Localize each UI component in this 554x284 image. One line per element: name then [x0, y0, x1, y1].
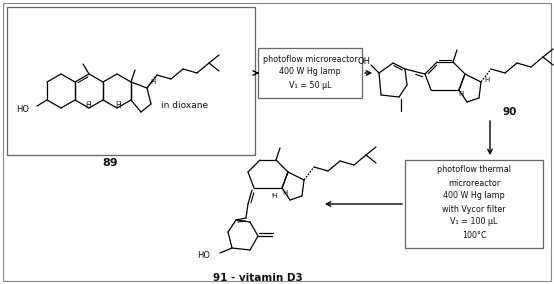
- Bar: [258, 48, 362, 98]
- Bar: [7, 7, 255, 155]
- Text: 90: 90: [503, 107, 517, 117]
- Text: 89: 89: [102, 158, 118, 168]
- Text: H: H: [283, 190, 288, 196]
- Text: in dioxane: in dioxane: [161, 101, 208, 110]
- Text: HO: HO: [16, 105, 29, 114]
- Text: Ḧ: Ḧ: [85, 101, 91, 110]
- Text: photoflow thermal: photoflow thermal: [437, 166, 511, 174]
- Text: H: H: [458, 91, 464, 97]
- Text: 400 W Hg lamp: 400 W Hg lamp: [443, 191, 505, 201]
- Text: 100°C: 100°C: [461, 231, 486, 239]
- Text: OH: OH: [357, 57, 371, 66]
- Text: 91 - vitamin D3: 91 - vitamin D3: [213, 273, 303, 283]
- Text: 400 W Hg lamp: 400 W Hg lamp: [279, 68, 341, 76]
- Text: V₁ = 100 μL: V₁ = 100 μL: [450, 218, 497, 227]
- Text: photoflow microreactor: photoflow microreactor: [263, 55, 357, 64]
- Text: microreactor: microreactor: [448, 179, 500, 187]
- Text: V₁ = 50 μL: V₁ = 50 μL: [289, 80, 331, 89]
- Text: H: H: [150, 79, 156, 85]
- Text: HO: HO: [197, 252, 210, 260]
- Text: Ḧ: Ḧ: [115, 101, 121, 110]
- Text: H: H: [484, 77, 490, 83]
- Text: with Vycor filter: with Vycor filter: [442, 204, 506, 214]
- Text: H: H: [271, 193, 277, 199]
- Bar: [405, 160, 543, 248]
